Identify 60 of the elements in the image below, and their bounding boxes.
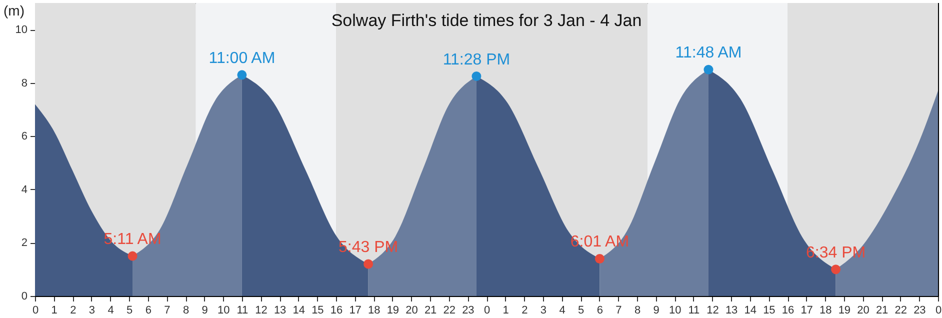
x-tick-label: 5 xyxy=(578,304,584,316)
y-tick-label: 0 xyxy=(21,290,28,302)
x-tick-label: 22 xyxy=(894,304,907,316)
x-tick-label: 1 xyxy=(502,304,509,316)
x-tick-label: 19 xyxy=(386,304,400,316)
x-tick-label: 4 xyxy=(108,304,114,316)
x-tick-label: 22 xyxy=(443,304,456,316)
x-tick-label: 20 xyxy=(406,304,418,316)
x-tick-label: 13 xyxy=(274,304,286,316)
x-tick-label: 11 xyxy=(688,304,700,316)
y-tick-label: 6 xyxy=(21,130,28,143)
x-tick-label: 12 xyxy=(255,304,268,316)
x-tick-label: 21 xyxy=(424,304,437,316)
x-tick-label: 2 xyxy=(70,304,76,316)
x-tick-label: 23 xyxy=(462,304,474,316)
x-tick-label: 5 xyxy=(126,304,133,316)
x-tick-label: 18 xyxy=(820,304,832,316)
x-tick-label: 8 xyxy=(634,304,641,316)
y-axis-title: (m) xyxy=(4,2,24,18)
x-tick-label: 6 xyxy=(145,304,152,316)
x-tick-label: 7 xyxy=(616,304,622,316)
annotation: 11:28 PM xyxy=(442,51,510,68)
x-tick-label: 3 xyxy=(88,304,95,316)
x-tick-label: 10 xyxy=(218,304,230,316)
x-tick-label: 1 xyxy=(51,304,58,316)
x-tick-label: 6 xyxy=(596,304,603,316)
x-tick-label: 8 xyxy=(182,304,190,316)
x-tick-label: 9 xyxy=(202,304,208,316)
annotation: 11:48 AM xyxy=(675,44,742,62)
x-tick-label: 4 xyxy=(559,304,566,316)
x-tick-label: 19 xyxy=(838,304,851,316)
x-tick-label: 10 xyxy=(669,304,682,316)
x-tick-label: 11 xyxy=(236,304,248,316)
x-tick-label: 15 xyxy=(763,304,776,316)
x-tick-label: 7 xyxy=(164,304,170,316)
x-tick-label: 0 xyxy=(484,304,490,316)
x-tick-label: 21 xyxy=(876,304,888,316)
y-tick-label: 10 xyxy=(15,24,28,36)
y-tick-label: 4 xyxy=(21,184,28,196)
x-tick-label: 0 xyxy=(935,304,942,316)
chart-title: Solway Firth's tide times for 3 Jan - 4 Jan xyxy=(331,11,642,30)
x-tick-label: 18 xyxy=(368,304,380,316)
x-tick-label: 3 xyxy=(540,304,546,316)
x-tick-label: 14 xyxy=(292,304,305,316)
x-tick-label: 14 xyxy=(744,304,756,316)
x-tick-label: 12 xyxy=(706,304,719,316)
x-tick-label: 17 xyxy=(800,304,813,316)
annotation: 11:00 AM xyxy=(208,50,276,67)
x-tick-label: 9 xyxy=(653,304,660,316)
x-tick-label: 16 xyxy=(782,304,794,316)
x-tick-label: 2 xyxy=(522,304,528,316)
x-tick-label: 0 xyxy=(32,304,39,316)
y-tick-label: 8 xyxy=(21,77,28,90)
x-tick-label: 15 xyxy=(312,304,324,316)
x-tick-label: 16 xyxy=(330,304,343,316)
y-tick-label: 2 xyxy=(21,237,28,250)
x-tick-label: 23 xyxy=(914,304,926,316)
x-tick-label: 13 xyxy=(725,304,738,316)
x-tick-label: 20 xyxy=(857,304,870,316)
x-tick-label: 17 xyxy=(349,304,362,316)
